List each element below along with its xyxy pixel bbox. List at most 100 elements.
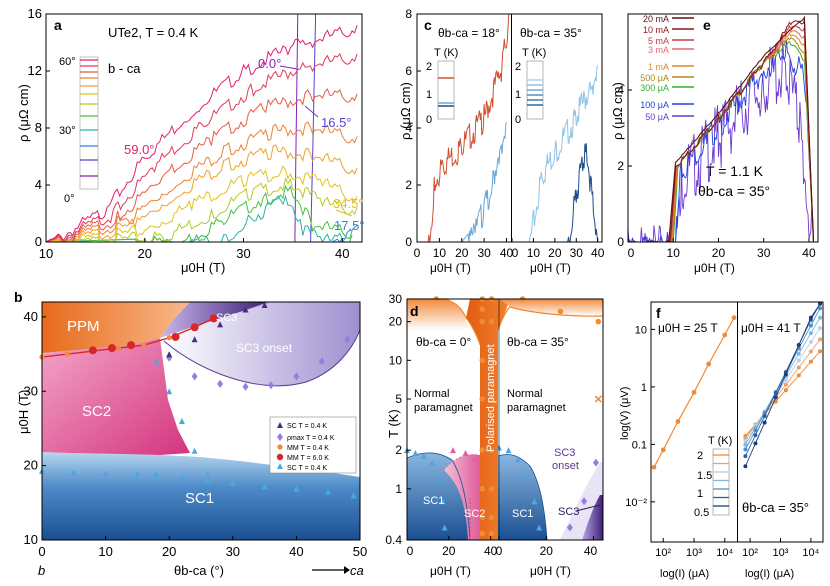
legend-marker-sc3 (277, 422, 283, 428)
panel-a-curve-8 (46, 121, 358, 242)
panel-f-right-point (743, 442, 748, 447)
panel-b-point-sc (70, 469, 77, 476)
panel-f-letter: f (656, 305, 661, 321)
panel-f-right-point (773, 395, 778, 400)
panel-d-mm-point (488, 447, 495, 453)
panel-d-mm-point (479, 486, 486, 492)
d-right-top-fade (500, 299, 603, 317)
panel-b-xtick-label: 40 (289, 544, 303, 559)
panel-c-right-curves (512, 65, 599, 242)
panel-a-angle-legend (79, 56, 99, 190)
panel-b-point-rhomax (318, 357, 325, 366)
panel-b-points (39, 301, 357, 499)
panel-a-curve-11 (46, 25, 358, 242)
panel-a: 10 20 30 40 0 4 8 12 16 a UTe2, T = 0.4 K b - ca… (16, 6, 365, 275)
region-sc2 (42, 338, 190, 455)
panel-a-pointer-34 (335, 209, 353, 217)
d-label-polarised: Polarised paramagnet (485, 344, 497, 452)
panel-f-xtick-right-label: 10³ (773, 547, 789, 559)
legend-label-2: MM T = 0.4 K (287, 445, 329, 452)
panel-f-xtick-right-label: 10⁴ (802, 547, 819, 559)
d-label-normal-pm-right-2: paramagnet (507, 402, 566, 414)
panel-f-right-point (808, 315, 813, 320)
panel-d-sc3onset-point (581, 497, 588, 506)
legend-marker-mm6 (276, 453, 284, 461)
panel-a-ytick-label: 8 (35, 120, 42, 135)
panel-f-right-point (753, 433, 758, 438)
panel-f-xtick-left-label: 10³ (686, 547, 702, 559)
panel-f-right-point (796, 343, 801, 348)
region-sc1 (42, 452, 360, 540)
panel-f-right-point (808, 331, 813, 336)
d-left-sc1-edge (406, 452, 471, 541)
panel-d-cross-marker (594, 395, 602, 403)
panel-f-legend-tick-15: 1.5 (697, 470, 712, 482)
panel-d-xlabel-left: μ0H (T) (430, 564, 471, 578)
panel-f-right-line (744, 303, 821, 457)
panel-b-point-sc (217, 321, 224, 328)
panel-e-legend-label: 100 μA (640, 100, 669, 110)
panel-e-legend-label: 500 μA (640, 73, 669, 83)
panel-c-legend-right-swatches (527, 79, 543, 106)
panel-a-pointer-16 (304, 105, 319, 118)
panel-b-point-sc (242, 306, 249, 313)
panel-c-ytick-label: 6 (405, 64, 412, 78)
panel-f-right-point (743, 439, 748, 444)
panel-b-point-mm6 (171, 332, 180, 341)
panel-b-point-sc (153, 470, 160, 477)
panel-d-sc1r-point (514, 456, 521, 463)
panel-d-mm-point (488, 357, 495, 364)
panel-b-letter: b (14, 289, 23, 305)
region-ppm (42, 302, 190, 353)
panel-d-xtick-right-label: 0 (496, 544, 503, 558)
legend-label-4: SC T = 0.4 K (287, 465, 327, 472)
panel-d-mm-point (479, 396, 486, 402)
panel-b-point-sc (325, 488, 332, 495)
d-right-sc3 (582, 495, 603, 540)
panel-d-mm-point (479, 357, 486, 364)
panel-c-xtick-right-label: 0 (512, 246, 519, 260)
panel-d-sc1-point (439, 498, 446, 505)
panel-a-label-17: 17.5° (334, 218, 365, 233)
panel-e-xtick-label: 30 (757, 246, 771, 260)
panel-b-point-rhomax (191, 372, 198, 381)
panel-f-right-point (818, 349, 823, 354)
d-right-sc1-edge (497, 454, 548, 541)
panel-b-arrow-head (344, 566, 350, 574)
panel-b-point-mm04 (64, 351, 71, 357)
panel-f-left-point (675, 419, 681, 424)
panel-c-legend-tick-l1: 1 (426, 89, 432, 101)
panel-d-xtick-left-label: 20 (442, 544, 456, 558)
panel-f-right-point (808, 339, 813, 344)
panel-b-point-rhomax (267, 381, 274, 390)
panel-e-xtick-label: 10 (667, 246, 681, 260)
panel-f-right-point (762, 414, 767, 419)
panel-f-subtitle-right: μ0H = 41 T (741, 321, 801, 335)
panel-d-sc3onset-point (566, 523, 573, 532)
panel-e-legend-label: 20 mA (643, 14, 669, 24)
panel-d-sc3onset-point (592, 458, 599, 467)
panel-c-xtick-left-label: 0 (414, 246, 421, 260)
panel-e-curve-mid (628, 20, 814, 242)
panel-c-legend-left: T (K) 2 1 0 (426, 47, 458, 126)
panel-e-ytick-label: 2 (617, 159, 624, 173)
d-label-sc3: SC3 (558, 506, 579, 518)
panel-f-ytick-label: 0.1 (632, 439, 647, 451)
panel-b-point-mm6 (190, 323, 199, 332)
panel-f-curves (651, 301, 823, 470)
panel-c-legend-box-left (437, 60, 455, 120)
panel-e-curves (628, 15, 815, 242)
d-polarised-paramagnet (466, 299, 508, 540)
panel-a-curve-10 (46, 52, 358, 242)
panel-b-ytick-label: 20 (24, 458, 38, 473)
panel-c-xlabel-left: μ0H (T) (430, 261, 471, 275)
panel-c-legend-tick-l2: 2 (426, 61, 432, 73)
panel-a-title: UTe2, T = 0.4 K (108, 25, 199, 40)
panel-a-ytick-label: 0 (35, 234, 42, 249)
panel-e-legend-label: 10 mA (643, 25, 669, 35)
panel-a-xtick-label: 30 (236, 246, 250, 261)
panel-b-point-mm04 (141, 342, 147, 348)
panel-f-right-point (818, 315, 823, 320)
panel-a-curve-4 (46, 184, 353, 242)
